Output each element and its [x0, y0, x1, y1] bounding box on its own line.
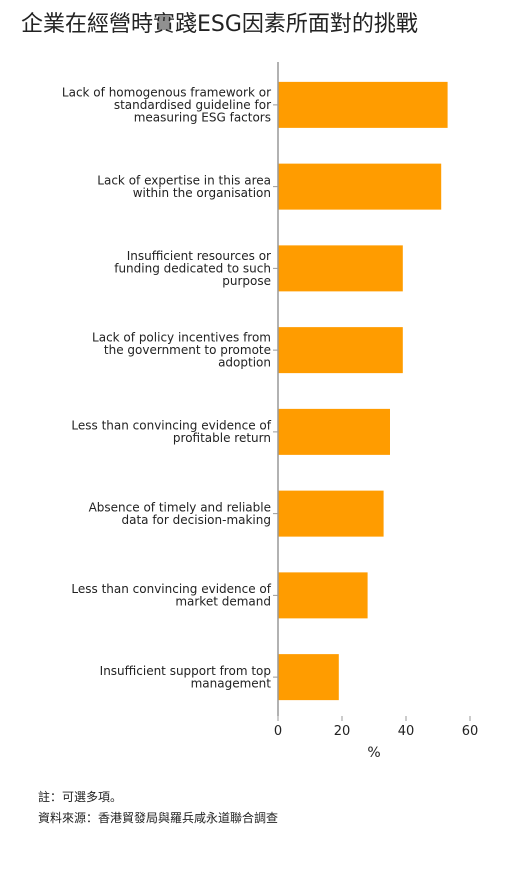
category-label-5: Absence of timely and reliable data for d… [89, 500, 271, 527]
category-label-line: Lack of expertise in this area [97, 173, 271, 187]
chart-title: 企業在經營時實踐ESG因素所面對的挑戰 [21, 12, 418, 37]
category-label-line: Absence of timely and reliable [89, 500, 271, 514]
note-text: 註：可選多項。 [38, 790, 123, 804]
bar-chart: Lack of homogenous framework or standardi… [62, 62, 478, 761]
category-label-line: profitable return [173, 431, 271, 445]
category-label-line: data for decision-making [121, 513, 271, 527]
category-label-line: management [191, 676, 272, 690]
bar-3 [278, 327, 403, 374]
category-label-line: Less than convincing evidence of [71, 582, 271, 596]
category-label-2: Insufficient resources or funding dedicat… [114, 249, 271, 288]
x-axis-ticks: 0 20 40 60 [274, 716, 478, 739]
category-label-4: Less than convincing evidence of profitab… [71, 419, 271, 446]
category-label-6: Less than convincing evidence of market d… [71, 582, 271, 609]
category-label-line: Insufficient resources or [127, 249, 271, 263]
category-label-line: Less than convincing evidence of [71, 419, 271, 433]
source-text: 資料來源：香港貿發局與羅兵咸永道聯合調查 [38, 811, 279, 825]
category-label-line: standardised guideline for [114, 98, 271, 112]
bar-7 [278, 654, 339, 701]
bars [278, 81, 448, 701]
x-tick-label-0: 0 [274, 724, 282, 739]
category-label-line: Lack of policy incentives from [92, 331, 271, 345]
x-axis-title: % [367, 745, 380, 761]
category-label-line: Lack of homogenous framework or [62, 85, 271, 99]
category-label-line: Insufficient support from top [100, 664, 271, 678]
category-label-1: Lack of expertise in this area within the… [97, 173, 271, 200]
category-label-3: Lack of policy incentives from the govern… [92, 331, 271, 370]
x-tick-label-1: 20 [334, 724, 351, 739]
bar-0 [278, 81, 448, 128]
category-label-line: adoption [218, 356, 271, 370]
bar-5 [278, 490, 384, 537]
x-tick-label-3: 60 [462, 724, 479, 739]
category-label-line: purpose [222, 274, 271, 288]
category-label-line: funding dedicated to such [114, 261, 271, 275]
bar-2 [278, 245, 403, 292]
category-label-line: within the organisation [133, 186, 271, 200]
bar-4 [278, 408, 390, 455]
x-tick-label-2: 40 [398, 724, 415, 739]
category-labels: Lack of homogenous framework or standardi… [62, 85, 278, 690]
bar-1 [278, 163, 442, 210]
footnotes: 註：可選多項。 資料來源：香港貿發局與羅兵咸永道聯合調查 [38, 787, 278, 829]
category-label-line: market demand [175, 595, 271, 609]
category-label-line: the government to promote [104, 343, 271, 357]
category-label-0: Lack of homogenous framework or standardi… [62, 85, 271, 124]
bar-6 [278, 572, 368, 619]
category-label-line: measuring ESG factors [134, 110, 271, 124]
category-label-7: Insufficient support from top management [100, 664, 272, 691]
